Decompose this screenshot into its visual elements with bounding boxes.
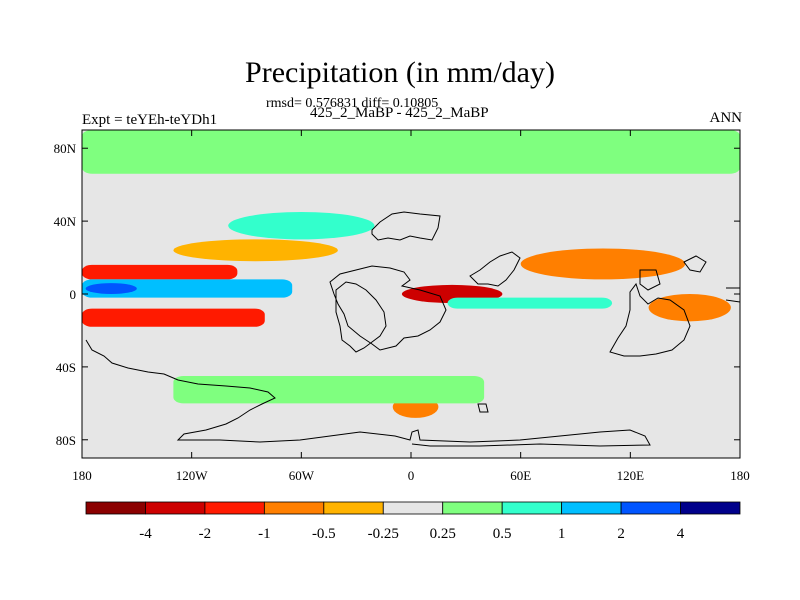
colorbar-label: -0.25 — [368, 526, 399, 542]
colorbar-swatch — [85, 501, 146, 515]
colorbar-swatch — [501, 501, 563, 515]
coastline-africa — [329, 265, 447, 351]
colorbar-label: 4 — [677, 526, 685, 542]
south-polar-band — [82, 421, 740, 458]
y-tick-label: 80N — [54, 141, 77, 156]
chart-title: Precipitation (in mm/day) — [245, 56, 555, 89]
colorbar-label: -1 — [258, 526, 271, 542]
coastline-antarctica — [85, 339, 651, 447]
coastline-south-africa — [477, 403, 489, 413]
x-tick-label: 0 — [408, 468, 415, 483]
colorbar-swatch — [145, 501, 206, 515]
colorbar-label: -2 — [199, 526, 212, 542]
west-pacific-dry — [648, 294, 731, 322]
coastline-east-asia — [639, 269, 661, 291]
x-tick-label: 180 — [72, 468, 92, 483]
x-tick-label: 120W — [176, 468, 209, 483]
coastline-indonesia — [725, 287, 740, 314]
colorbar-swatch — [561, 501, 622, 515]
colorbar-swatch — [620, 501, 681, 515]
colorbar-swatch — [263, 501, 325, 515]
colorbar-label: -0.5 — [312, 526, 336, 542]
colorbar-swatch — [323, 501, 384, 515]
colorbar-swatch — [442, 501, 503, 515]
colorbar: -4 -2 -1 -0.5 -0.25 0.25 0.5 1 2 4 — [85, 501, 741, 542]
chart-subtitle: 425_2_MaBP - 425_2_MaBP — [310, 105, 489, 121]
pacific-equatorial-wet-band — [82, 279, 293, 298]
colorbar-label: 0.25 — [430, 526, 456, 542]
plot-area — [82, 130, 740, 458]
indian-ocean-wet-band — [447, 297, 613, 309]
colorbar-label: -4 — [139, 526, 152, 542]
coastline-europe — [371, 211, 441, 241]
experiment-label: Expt = teYEh-teYDh1 — [82, 112, 218, 128]
stats-line: rmsd= 0.576831 diff= 0.10805 — [266, 96, 439, 111]
coastline-outlines — [85, 211, 740, 447]
y-tick-label: 0 — [70, 287, 77, 302]
pacific-south-dry-band — [82, 308, 265, 327]
x-tick-label: 180 — [730, 468, 750, 483]
colorbar-swatch — [204, 501, 265, 515]
y-tick-label: 80S — [56, 433, 76, 448]
east-asia-dry — [520, 248, 686, 280]
colorbar-label: 1 — [558, 526, 566, 542]
y-tick-label: 40S — [56, 360, 76, 375]
southern-ocean-wet-band — [173, 376, 485, 404]
coastline-japan — [683, 255, 707, 273]
colorbar-swatch — [382, 501, 444, 515]
x-tick-label: 60E — [510, 468, 531, 483]
coastline-south-america — [335, 281, 387, 353]
coastline-asia — [469, 251, 521, 287]
pacific-equatorial-core — [85, 283, 137, 294]
colorbar-label: 0.5 — [493, 526, 512, 542]
y-tick-label: 40N — [54, 214, 77, 229]
north-polar-band — [82, 130, 740, 174]
pacific-north-dry-band — [82, 264, 238, 280]
axes: 180 120W 60W 0 60E 120E 180 80N 40N 0 40S 80S — [54, 130, 750, 483]
coastline-australia — [609, 282, 691, 357]
x-tick-label: 60W — [289, 468, 315, 483]
subtropical-atlantic-dry — [173, 239, 338, 262]
colorbar-label: 2 — [617, 526, 625, 542]
colorbar-swatch — [680, 501, 741, 515]
x-tick-label: 120E — [617, 468, 645, 483]
north-atlantic-wet — [228, 212, 375, 240]
season-label: ANN — [709, 110, 743, 126]
